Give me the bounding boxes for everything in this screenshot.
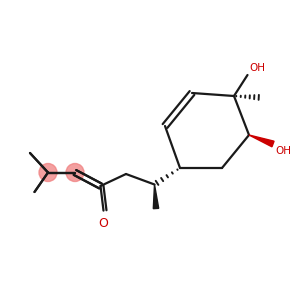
- Circle shape: [39, 164, 57, 181]
- Text: OH: OH: [275, 146, 291, 155]
- Circle shape: [66, 164, 84, 181]
- Text: OH: OH: [249, 63, 265, 73]
- Polygon shape: [249, 135, 274, 147]
- Text: O: O: [99, 217, 108, 230]
- Polygon shape: [153, 184, 159, 209]
